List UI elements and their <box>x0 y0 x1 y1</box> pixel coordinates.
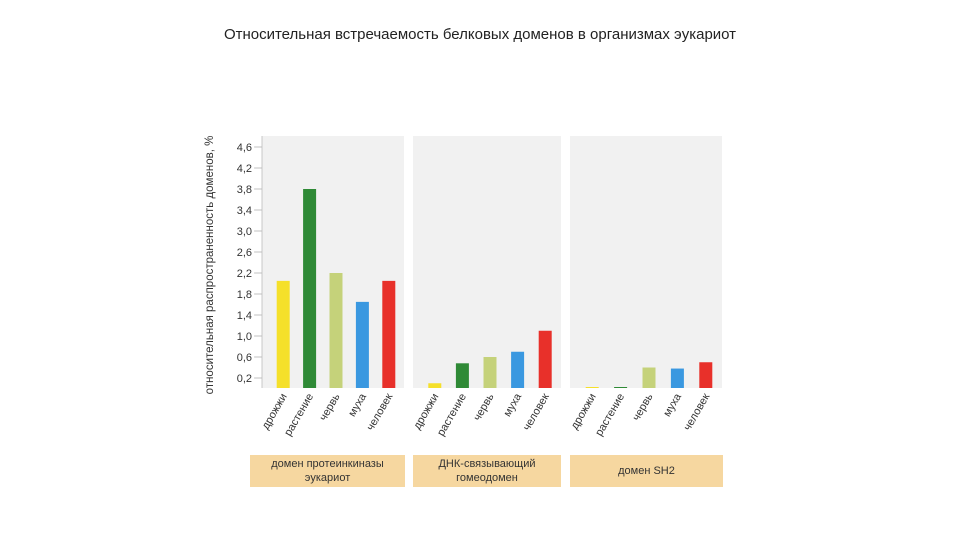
category-label: червь <box>630 391 655 423</box>
slide-title: Относительная встречаемость белковых дом… <box>223 26 737 43</box>
y-tick-label: 3,4 <box>237 205 252 217</box>
panel-label-sh2: домен SH2 <box>570 455 723 487</box>
y-tick-label: 3,0 <box>237 226 252 238</box>
category-label: человек <box>682 391 713 432</box>
panel-label-homeodomain: ДНК-связывающий гомеодомен <box>413 455 561 487</box>
bar-растение <box>303 189 317 388</box>
bar-дрожжи <box>585 387 599 388</box>
category-label: муха <box>661 391 684 419</box>
bar-муха <box>670 368 684 388</box>
panel-label-protein-kinase: домен протеинкиназы эукариот <box>250 455 405 487</box>
category-label: червь <box>317 391 342 423</box>
panel-background <box>570 136 722 388</box>
category-label: дрожжи <box>569 392 599 432</box>
y-tick-label: 0,2 <box>237 373 252 385</box>
category-label: муха <box>346 391 369 419</box>
category-label: человек <box>521 391 552 432</box>
category-label: дрожжи <box>411 392 441 432</box>
category-label: человек <box>365 391 396 432</box>
bar-муха <box>511 351 525 388</box>
bar-человек <box>699 362 713 388</box>
category-label: растение <box>593 392 627 439</box>
bar-человек <box>382 280 396 388</box>
y-tick-label: 0,6 <box>237 352 252 364</box>
y-tick-label: 2,2 <box>237 268 252 280</box>
bar-растение <box>614 387 628 388</box>
category-label: муха <box>501 391 524 419</box>
bar-дрожжи <box>428 383 442 388</box>
category-label: червь <box>471 391 496 423</box>
y-tick-label: 1,0 <box>237 331 252 343</box>
bar-муха <box>355 301 369 388</box>
bar-растение <box>455 363 469 388</box>
y-tick-label: 2,6 <box>237 247 252 259</box>
bar-червь <box>483 357 497 388</box>
bar-червь <box>642 367 656 388</box>
bar-дрожжи <box>276 280 290 388</box>
y-tick-label: 1,4 <box>237 310 252 322</box>
y-tick-label: 4,6 <box>237 142 252 154</box>
y-tick-label: 1,8 <box>237 289 252 301</box>
panel-background <box>413 136 561 388</box>
y-tick-label: 4,2 <box>237 163 252 175</box>
y-tick-label: 3,8 <box>237 184 252 196</box>
bar-червь <box>329 273 343 388</box>
bar-человек <box>538 330 552 388</box>
